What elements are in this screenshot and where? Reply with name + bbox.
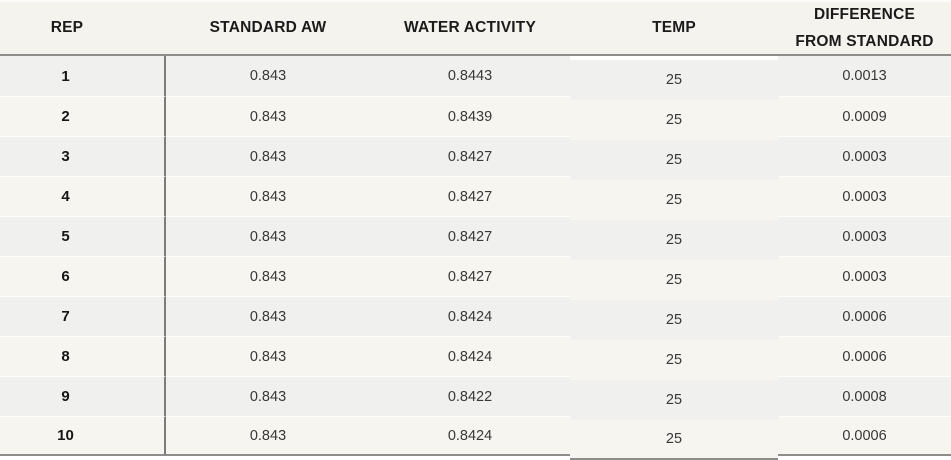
cell-rep: 6 <box>0 256 166 296</box>
cell-difference: 0.0003 <box>778 216 951 256</box>
cell-standard-aw: 0.843 <box>166 296 370 336</box>
cell-temp: 25 <box>570 220 778 260</box>
cell-temp: 25 <box>570 140 778 180</box>
cell-difference: 0.0008 <box>778 376 951 416</box>
cell-temp: 25 <box>570 380 778 420</box>
cell-temp: 25 <box>570 180 778 220</box>
cell-temp: 25 <box>570 60 778 100</box>
cell-standard-aw: 0.843 <box>166 376 370 416</box>
cell-difference: 0.0006 <box>778 336 951 376</box>
cell-water-activity: 0.8424 <box>370 336 570 376</box>
cell-difference: 0.0003 <box>778 176 951 216</box>
cell-water-activity: 0.8424 <box>370 416 570 456</box>
cell-standard-aw: 0.843 <box>166 256 370 296</box>
cell-difference: 0.0009 <box>778 96 951 136</box>
cell-standard-aw: 0.843 <box>166 176 370 216</box>
cell-water-activity: 0.8422 <box>370 376 570 416</box>
cell-rep: 3 <box>0 136 166 176</box>
cell-water-activity: 0.8427 <box>370 176 570 216</box>
cell-water-activity: 0.8427 <box>370 136 570 176</box>
column-header-rep: REP <box>0 0 166 56</box>
cell-difference: 0.0006 <box>778 416 951 456</box>
column-header-temp: TEMP <box>570 0 778 56</box>
cell-difference: 0.0003 <box>778 256 951 296</box>
cell-rep: 10 <box>0 416 166 456</box>
cell-temp: 25 <box>570 100 778 140</box>
cell-difference: 0.0013 <box>778 56 951 96</box>
cell-standard-aw: 0.843 <box>166 96 370 136</box>
cell-rep: 1 <box>0 56 166 96</box>
cell-rep: 9 <box>0 376 166 416</box>
cell-rep: 2 <box>0 96 166 136</box>
cell-water-activity: 0.8439 <box>370 96 570 136</box>
column-header-water-activity: WATER ACTIVITY <box>370 0 570 56</box>
cell-standard-aw: 0.843 <box>166 136 370 176</box>
cell-rep: 5 <box>0 216 166 256</box>
cell-difference: 0.0003 <box>778 136 951 176</box>
cell-water-activity: 0.8424 <box>370 296 570 336</box>
column-header-difference: DIFFERENCE FROM STANDARD <box>778 0 951 56</box>
cell-rep: 8 <box>0 336 166 376</box>
cell-standard-aw: 0.843 <box>166 336 370 376</box>
cell-temp: 25 <box>570 260 778 300</box>
cell-water-activity: 0.8427 <box>370 216 570 256</box>
cell-standard-aw: 0.843 <box>166 416 370 456</box>
cell-standard-aw: 0.843 <box>166 56 370 96</box>
cell-water-activity: 0.8427 <box>370 256 570 296</box>
cell-rep: 7 <box>0 296 166 336</box>
cell-difference: 0.0006 <box>778 296 951 336</box>
cell-temp: 25 <box>570 340 778 380</box>
cell-water-activity: 0.8443 <box>370 56 570 96</box>
cell-standard-aw: 0.843 <box>166 216 370 256</box>
cell-temp: 25 <box>570 420 778 460</box>
column-header-standard-aw: STANDARD AW <box>166 0 370 56</box>
cell-temp: 25 <box>570 300 778 340</box>
cell-rep: 4 <box>0 176 166 216</box>
